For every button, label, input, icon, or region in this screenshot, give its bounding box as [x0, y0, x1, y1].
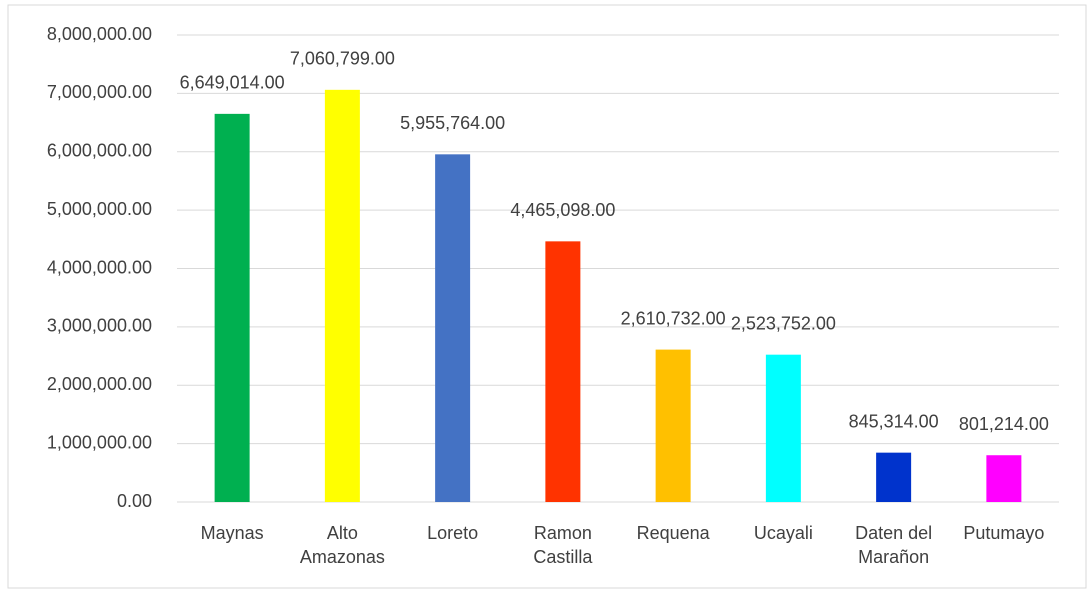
x-tick-label: Requena: [636, 523, 710, 543]
y-tick-label: 7,000,000.00: [47, 82, 152, 102]
value-label: 6,649,014.00: [180, 73, 285, 93]
bar: [876, 452, 912, 502]
value-label: 5,955,764.00: [400, 113, 505, 133]
bar: [435, 154, 471, 502]
value-label: 2,610,732.00: [621, 308, 726, 328]
x-tick-label: Loreto: [427, 523, 479, 543]
value-label: 4,465,098.00: [510, 200, 615, 220]
y-tick-label: 3,000,000.00: [47, 316, 152, 336]
y-tick-label: 0.00: [117, 491, 152, 511]
x-tick-label: Maynas: [200, 523, 264, 543]
value-label: 7,060,799.00: [290, 49, 395, 69]
value-label: 2,523,752.00: [731, 313, 836, 333]
bar: [655, 349, 691, 502]
x-tick-label: Alto Amazonas: [299, 523, 385, 567]
bar: [214, 113, 250, 503]
y-tick-label: 6,000,000.00: [47, 141, 152, 161]
bar: [324, 89, 360, 502]
y-tick-label: 2,000,000.00: [47, 374, 152, 394]
y-tick-label: 8,000,000.00: [47, 24, 152, 44]
x-tick-label: Ramon Castilla: [533, 523, 593, 567]
bar: [765, 354, 801, 502]
y-tick-label: 5,000,000.00: [47, 199, 152, 219]
chart-border: [7, 4, 1087, 589]
value-label: 845,314.00: [849, 411, 939, 431]
x-tick-label: Daten del Marañon: [855, 523, 933, 567]
bar: [545, 241, 581, 502]
x-tick-label: Putumayo: [963, 523, 1045, 543]
y-tick-label: 4,000,000.00: [47, 257, 152, 277]
y-tick-label: 1,000,000.00: [47, 432, 152, 452]
bar: [986, 455, 1022, 502]
value-label: 801,214.00: [959, 414, 1049, 434]
x-tick-label: Ucayali: [753, 523, 813, 543]
